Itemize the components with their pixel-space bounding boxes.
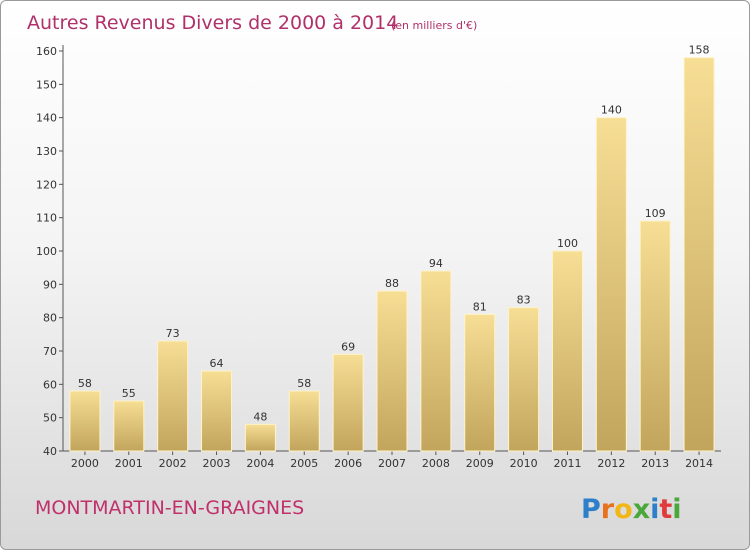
bar [464,313,496,452]
bar [551,250,583,452]
y-tick-label: 50 [43,412,57,425]
commune-name: MONTMARTIN-EN-GRAIGNES [35,497,304,519]
bar [639,220,671,452]
bar-value-label: 109 [645,207,666,220]
bar-value-label: 140 [601,104,622,117]
logo-letter: r [601,494,615,525]
x-tick-label: 2003 [203,457,231,470]
bar [157,340,189,452]
logo-letter: i [650,494,659,525]
bar-value-label: 158 [689,44,710,57]
bar-value-label: 81 [473,300,487,313]
x-tick-label: 2002 [159,457,187,470]
logo-letter: i [672,494,681,525]
y-tick-label: 40 [43,445,57,458]
x-tick-label: 2011 [553,457,581,470]
bar-value-label: 64 [210,357,224,370]
y-tick-label: 130 [36,145,57,158]
y-tick-label: 60 [43,378,57,391]
chart-title: Autres Revenus Divers de 2000 à 2014 [27,12,398,34]
x-tick-label: 2009 [466,457,494,470]
bar [113,400,145,452]
bar-value-label: 88 [385,277,399,290]
bar-value-label: 48 [253,410,267,423]
y-tick-label: 120 [36,178,57,191]
bar [288,390,320,452]
bar [376,290,408,452]
logo-letter: x [633,494,650,525]
bar [683,57,715,452]
bar-value-label: 83 [517,294,531,307]
proxiti-logo[interactable]: Proxiti [581,494,682,525]
x-tick-label: 2000 [71,457,99,470]
bar-value-label: 100 [557,237,578,250]
x-tick-label: 2004 [246,457,274,470]
bar-value-label: 73 [166,327,180,340]
bar [201,370,233,452]
y-tick-label: 100 [36,245,57,258]
bar [420,270,452,452]
y-tick-label: 140 [36,112,57,125]
axes: 40 50 60 70 80 90 100 110 120 130 140 150 160 2000 200… [36,45,721,470]
x-tick-label: 2006 [334,457,362,470]
x-tick-label: 2014 [685,457,713,470]
bar-value-label: 58 [78,377,92,390]
chart-unit: (en milliers d'€) [391,19,477,32]
bar [595,117,627,452]
bar [244,423,276,452]
x-tick-label: 2001 [115,457,143,470]
x-tick-label: 2005 [290,457,318,470]
x-tick-label: 2010 [510,457,538,470]
bar [508,307,540,452]
logo-letter: o [614,494,633,525]
bar [332,353,364,452]
x-tick-label: 2007 [378,457,406,470]
y-tick-label: 150 [36,78,57,91]
y-tick-label: 80 [43,312,57,325]
bar-value-label: 94 [429,257,443,270]
bar-value-label: 58 [297,377,311,390]
bar-value-label: 55 [122,387,136,400]
x-tick-label: 2012 [597,457,625,470]
x-tick-label: 2008 [422,457,450,470]
bar-value-label: 69 [341,340,355,353]
bars: 58 55 73 64 48 58 69 88 94 81 83 100 140 109 158 [69,44,715,452]
y-tick-label: 110 [36,212,57,225]
bar [69,390,101,452]
y-tick-label: 160 [36,45,57,58]
logo-letter: t [659,494,672,525]
logo-letter: P [581,494,601,525]
x-tick-label: 2013 [641,457,669,470]
y-tick-label: 90 [43,278,57,291]
y-tick-label: 70 [43,345,57,358]
